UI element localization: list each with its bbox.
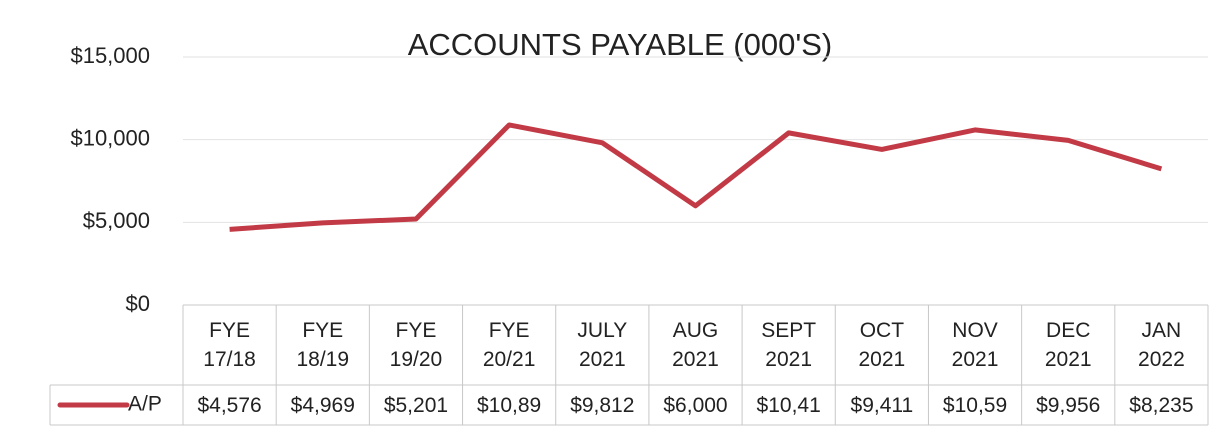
data-label: $9,411 [850,393,914,417]
chart-title: ACCOUNTS PAYABLE (000'S) [408,27,833,62]
data-label: $4,969 [290,393,355,417]
data-label: $6,000 [663,393,728,417]
x-tick-label: FYE 19/20 [389,319,443,371]
data-label: $9,812 [570,393,635,417]
x-tick-label: FYE 17/18 [203,319,256,371]
y-tick-label: $5,000 [83,208,150,233]
data-label: $9,956 [1036,393,1101,417]
x-tick-label: FYE 20/21 [482,319,536,371]
x-tick-label: JAN 2022 [1138,319,1185,371]
data-label: $4,576 [197,393,262,417]
data-label: $10,59 [942,393,1008,417]
legend-label: A/P [128,393,162,416]
y-tick-label: $10,000 [70,125,150,150]
x-tick-label: DEC 2021 [1044,319,1092,371]
x-tick-label: AUG 2021 [672,319,719,371]
data-label: $8,235 [1129,393,1194,417]
x-tick-label: OCT 2021 [858,319,906,371]
x-tick-label: JULY 2021 [577,319,628,371]
x-tick-label: NOV 2021 [951,319,999,371]
x-tick-label: FYE 18/19 [296,319,350,371]
y-tick-label: $15,000 [70,43,150,68]
data-label: $10,89 [477,393,542,417]
data-line [229,122,1163,232]
y-tick-label: $0 [126,291,150,316]
data-label: $10,41 [756,393,821,417]
data-label: $5,201 [383,393,449,417]
x-tick-label: SEPT 2021 [761,319,817,371]
